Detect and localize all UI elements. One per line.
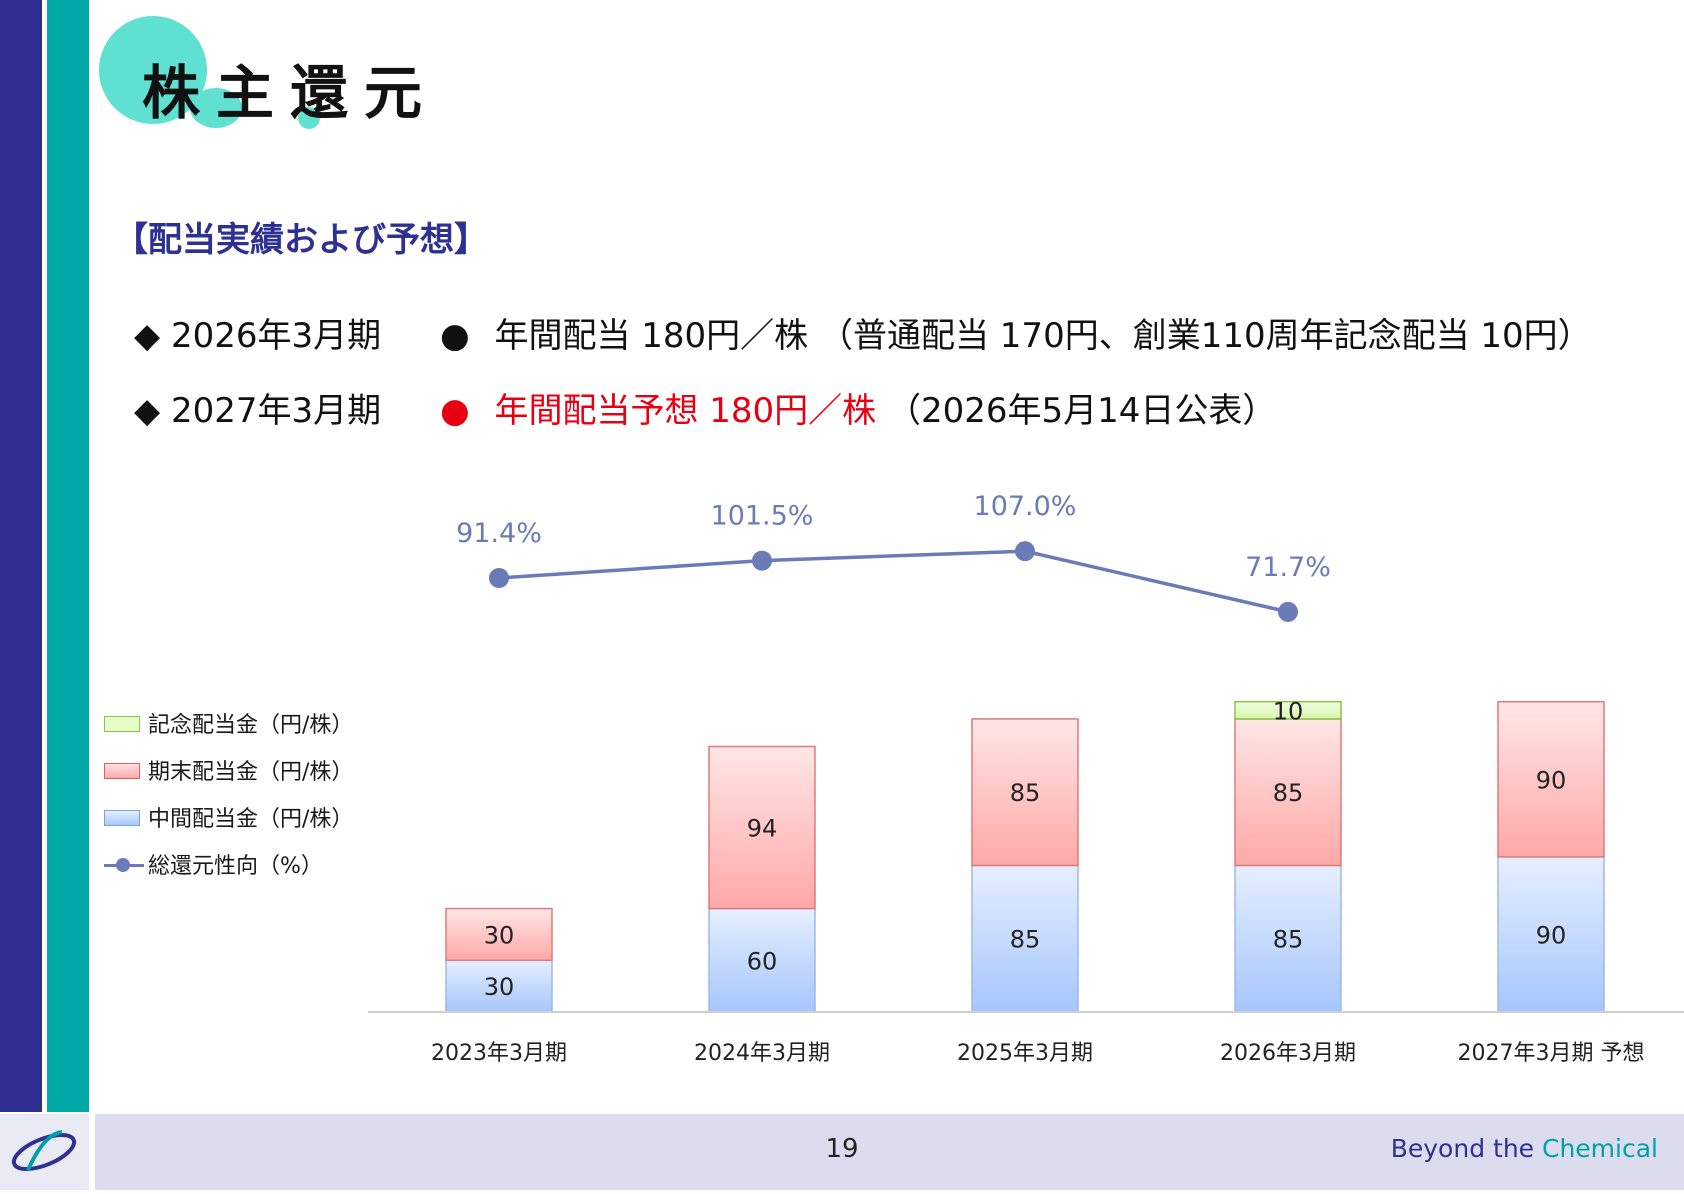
bar-value-label: 85	[1010, 926, 1041, 954]
legend-label: 総還元性向（%）	[148, 854, 323, 879]
diamond-bullet-icon: ◆	[134, 391, 161, 431]
legend-label: 期末配当金（円/株）	[148, 760, 354, 785]
bullet-row-2027: ◆ 2027年3月期 ● 年間配当予想 180円／株 （2026年5月14日公表…	[134, 383, 1276, 432]
bar-value-label: 85	[1273, 926, 1304, 954]
section-subtitle: 【配当実績および予想】	[114, 220, 488, 260]
bullet-period: 2027年3月期	[170, 391, 382, 431]
bullet-period: 2026年3月期	[170, 316, 382, 356]
bar-value-label: 85	[1273, 779, 1304, 807]
bar-value-label: 30	[484, 973, 515, 1001]
payout-ratio-point	[752, 550, 772, 571]
payout-ratio-label: 107.0%	[974, 491, 1077, 522]
legend-swatch	[104, 810, 140, 826]
title-decoration-circle	[190, 88, 242, 128]
bar-segment	[971, 718, 1079, 867]
bar-segment	[1234, 700, 1342, 720]
payout-ratio-point	[489, 568, 509, 588]
footer-logo-area	[0, 1114, 89, 1190]
payout-ratio-point	[1015, 541, 1035, 562]
x-tick-label: 2027年3月期 予想	[1458, 1041, 1645, 1066]
bar-value-label: 30	[484, 921, 515, 949]
brand-tagline: Beyond the Chemical	[1390, 1134, 1658, 1163]
payout-ratio-label: 71.7%	[1245, 552, 1331, 583]
bar-value-label: 85	[1010, 779, 1041, 807]
bar-value-label: 90	[1536, 921, 1567, 949]
bar-segment	[1497, 856, 1605, 1013]
bar-segment	[708, 745, 816, 910]
x-tick-label: 2025年3月期	[957, 1041, 1093, 1066]
left-stripe-teal	[47, 0, 89, 1112]
bar-segment	[1234, 718, 1342, 867]
dot-bullet-icon: ●	[440, 316, 470, 356]
company-logo-icon	[11, 1130, 77, 1171]
x-tick-label: 2024年3月期	[694, 1041, 830, 1066]
x-tick-label: 2023年3月期	[431, 1041, 567, 1066]
legend-label: 中間配当金（円/株）	[148, 807, 354, 832]
bullet-highlight: 年間配当予想 180円／株	[494, 391, 877, 431]
page-title: 株主還元	[142, 59, 439, 127]
title-decoration-dot	[298, 107, 320, 129]
x-tick-label: 2026年3月期	[1220, 1041, 1356, 1066]
bullet-text: 年間配当 180円／株 （普通配当 170円、創業110周年記念配当 10円）	[494, 316, 1592, 356]
bar-segment	[445, 907, 553, 962]
legend-swatch	[104, 716, 140, 732]
payout-ratio-label: 101.5%	[711, 501, 814, 532]
bar-value-label: 60	[747, 947, 778, 975]
dot-bullet-icon: ●	[440, 391, 470, 431]
payout-ratio-label: 91.4%	[456, 518, 542, 549]
legend-line-marker	[104, 858, 144, 872]
payout-ratio-line	[498, 549, 1289, 614]
diamond-bullet-icon: ◆	[134, 316, 161, 356]
bullet-row-2026: ◆ 2026年3月期 ● 年間配当 180円／株 （普通配当 170円、創業11…	[134, 308, 1592, 357]
legend-label: 記念配当金（円/株）	[148, 713, 354, 738]
bar-value-label: 94	[747, 815, 778, 843]
legend-swatch	[104, 763, 140, 779]
page-number: 19	[825, 1134, 859, 1164]
footer-divider	[89, 1114, 95, 1190]
bar-value-label: 90	[1536, 766, 1567, 794]
bar-segment	[1497, 700, 1605, 858]
dividend-chart: 30 30 60 94 85 85 85 85 10 90 90 91.4% 101.5% 107.0%…	[368, 491, 1684, 1066]
payout-ratio-point	[1278, 601, 1298, 622]
bar-segment	[708, 907, 816, 1013]
title-decoration-circle	[99, 16, 207, 124]
bullet-suffix: （2026年5月14日公表）	[876, 391, 1277, 431]
footer-bar	[0, 1114, 1684, 1190]
bar-value-label: 10	[1273, 697, 1304, 725]
left-stripe-navy	[0, 0, 42, 1112]
